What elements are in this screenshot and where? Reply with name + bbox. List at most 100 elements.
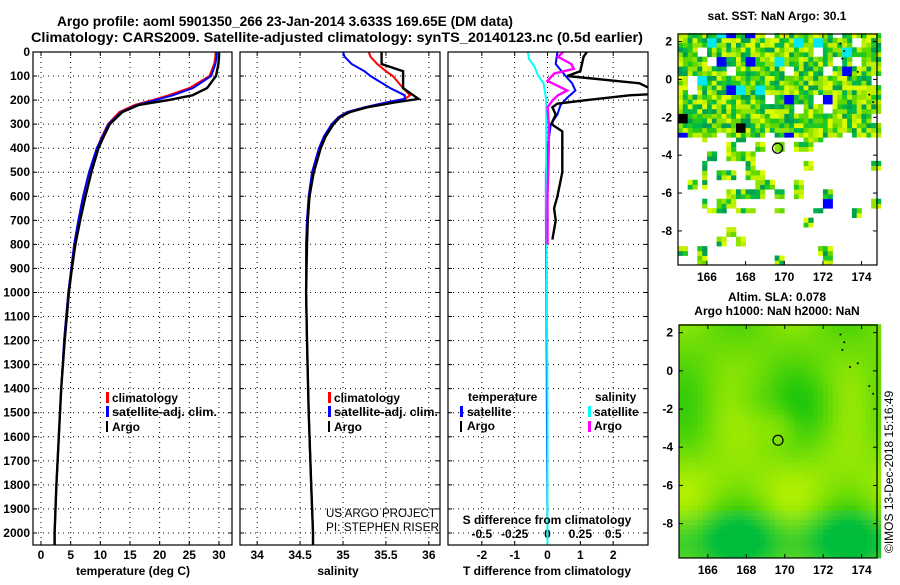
map-cell — [823, 352, 829, 358]
map-cell — [722, 472, 728, 478]
map-cell — [828, 362, 834, 368]
map-cell — [818, 424, 824, 430]
map-cell — [876, 376, 882, 382]
map-cell — [707, 438, 713, 444]
map-cell — [803, 47, 809, 53]
map-cell — [755, 491, 762, 497]
map-cell — [823, 500, 829, 506]
map-cell — [876, 419, 882, 425]
map-cell — [861, 113, 867, 119]
map-cell — [736, 241, 742, 247]
map-cell — [852, 367, 858, 373]
map-cell — [751, 524, 757, 530]
map-cell — [745, 33, 751, 39]
map-cell — [707, 495, 713, 502]
map-cell — [683, 510, 689, 516]
map-cell — [703, 476, 709, 482]
map-cell — [842, 108, 848, 114]
map-cell — [852, 338, 858, 344]
map-cell — [774, 255, 780, 261]
map-cell — [866, 553, 872, 559]
map-cell — [741, 357, 747, 363]
map-cell — [716, 198, 722, 204]
map-cell — [828, 448, 834, 454]
map-cell — [832, 347, 838, 354]
map-cell — [827, 198, 833, 204]
map-cell — [813, 37, 819, 43]
map-cell — [813, 85, 819, 91]
map-cell — [871, 515, 877, 521]
map-cell — [755, 118, 761, 124]
map-cell — [803, 89, 809, 95]
map-cell — [818, 495, 824, 502]
map-cell — [687, 123, 693, 129]
map-cell — [847, 66, 853, 72]
map-cell — [736, 99, 742, 105]
map-cell — [711, 104, 717, 110]
map-cell — [731, 362, 738, 368]
map-cell — [856, 89, 862, 95]
map-cell — [716, 85, 722, 91]
map-cell — [736, 424, 742, 430]
map-cell — [707, 42, 713, 48]
map-cell — [856, 99, 862, 105]
map-cell — [712, 367, 718, 373]
map-cell — [716, 208, 722, 214]
map-cell — [818, 510, 824, 516]
map-cell — [679, 357, 685, 363]
map-cell — [727, 362, 733, 368]
map-cell — [740, 42, 746, 48]
map-cell — [851, 208, 858, 214]
map-cell — [698, 495, 704, 502]
map-cell — [847, 395, 853, 401]
map-cell — [741, 481, 747, 487]
map-cell — [799, 376, 805, 382]
map-cell — [745, 132, 751, 138]
map-cell — [765, 438, 771, 444]
map-cell — [842, 390, 848, 397]
map-cell — [818, 56, 824, 62]
map-cell — [856, 491, 862, 497]
map-cell — [717, 529, 723, 535]
map-cell — [861, 457, 867, 463]
map-cell — [832, 104, 838, 110]
map-cell — [769, 75, 775, 81]
map-cell — [789, 410, 795, 416]
map-cell — [722, 347, 728, 354]
depth-tick-label: 1200 — [3, 334, 30, 348]
island-icon — [868, 385, 871, 388]
lon-tick-label: 168 — [736, 270, 756, 284]
map-cell — [711, 37, 717, 43]
map-cell — [852, 347, 858, 354]
map-cell — [847, 453, 853, 459]
map-cell — [789, 419, 795, 425]
map-cell — [779, 433, 786, 440]
map-cell — [712, 371, 718, 377]
map-cell — [736, 457, 742, 463]
map-cell — [741, 367, 747, 373]
map-cell — [698, 371, 704, 377]
map-cell — [722, 553, 728, 559]
map-cell — [803, 118, 809, 124]
map-cell — [770, 481, 776, 487]
map-cell — [774, 108, 780, 114]
map-cell — [794, 367, 800, 373]
map-cell — [837, 381, 843, 387]
map-cell — [687, 42, 693, 48]
map-cell — [731, 491, 738, 497]
map-cell — [711, 66, 717, 72]
map-cell — [818, 524, 824, 530]
map-cell — [861, 524, 867, 530]
map-cell — [871, 89, 877, 95]
map-cell — [736, 151, 742, 157]
map-cell — [837, 519, 843, 525]
map-cell — [731, 170, 737, 176]
map-cell — [828, 419, 834, 425]
map-cell — [731, 376, 738, 382]
map-cell — [789, 328, 795, 334]
map-cell — [837, 343, 843, 349]
map-cell — [861, 89, 867, 95]
map-cell — [717, 328, 723, 334]
map-cell — [722, 424, 728, 430]
map-cell — [746, 429, 752, 435]
